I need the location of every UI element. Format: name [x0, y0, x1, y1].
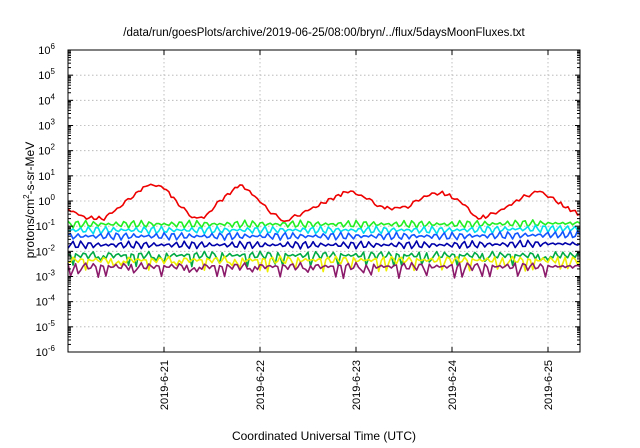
y-tick-base: 10 — [36, 297, 48, 309]
series-line-1 — [67, 183, 581, 223]
x-tick-label: 2019-6-22 — [255, 360, 267, 410]
y-axis: 10-610-510-410-310-210-11001011021031041… — [36, 42, 580, 359]
y-tick-base: 10 — [36, 322, 48, 334]
x-tick-label: 2019-6-23 — [351, 360, 363, 410]
series-group — [67, 183, 581, 280]
y-tick-base: 10 — [36, 246, 48, 258]
y-tick-label: 10-4 — [36, 294, 56, 309]
y-axis-title: protons/cm2-s-sr-MeV — [22, 142, 37, 258]
y-tick-label: 106 — [38, 42, 55, 57]
y-tick-exponent: -3 — [48, 269, 56, 278]
y-axis-title-sup: 2 — [22, 194, 31, 199]
y-tick-exponent: 1 — [51, 168, 56, 177]
y-tick-exponent: 3 — [51, 118, 56, 127]
y-tick-exponent: 4 — [51, 92, 56, 101]
y-tick-label: 10-1 — [36, 218, 56, 233]
y-tick-base: 10 — [38, 95, 50, 107]
y-tick-exponent: 2 — [51, 143, 56, 152]
series-line-4 — [67, 230, 581, 241]
y-tick-label: 10-6 — [36, 344, 56, 359]
y-tick-exponent: 5 — [51, 67, 56, 76]
x-axis-title: Coordinated Universal Time (UTC) — [232, 429, 416, 443]
y-tick-label: 10-5 — [36, 319, 56, 334]
y-axis-title-main: protons/cm — [23, 199, 37, 258]
y-tick-base: 10 — [36, 347, 48, 359]
y-tick-exponent: 0 — [51, 193, 56, 202]
y-tick-exponent: -4 — [48, 294, 56, 303]
y-tick-base: 10 — [38, 70, 50, 82]
y-tick-label: 102 — [38, 143, 55, 158]
series-line-8 — [67, 261, 581, 280]
x-tick-label: 2019-6-24 — [447, 360, 459, 410]
series-line-5 — [67, 239, 581, 250]
y-tick-exponent: -2 — [48, 243, 56, 252]
y-tick-exponent: 6 — [51, 42, 56, 51]
y-tick-base: 10 — [38, 196, 50, 208]
y-tick-base: 10 — [38, 146, 50, 158]
y-tick-exponent: -5 — [48, 319, 56, 328]
chart-title: /data/run/goesPlots/archive/2019-06-25/0… — [123, 27, 525, 39]
y-tick-exponent: -6 — [48, 344, 56, 353]
y-tick-base: 10 — [38, 45, 50, 57]
y-tick-label: 103 — [38, 118, 55, 133]
y-tick-label: 10-2 — [36, 243, 56, 258]
x-tick-label: 2019-6-21 — [159, 360, 171, 410]
y-tick-label: 101 — [38, 168, 55, 183]
series-line-2 — [67, 219, 581, 229]
x-axis: 2019-6-21 2019-6-22 2019-6-23 2019-6-24 2019… — [159, 50, 555, 410]
y-tick-label: 104 — [38, 92, 55, 107]
series-line-3 — [67, 224, 581, 235]
y-tick-base: 10 — [38, 121, 50, 133]
y-tick-base: 10 — [36, 221, 48, 233]
y-tick-exponent: -1 — [48, 218, 56, 227]
x-tick-label: 2019-6-25 — [543, 360, 555, 410]
y-axis-title-rest: -s-sr-MeV — [23, 142, 37, 195]
y-tick-label: 100 — [38, 193, 55, 208]
y-tick-base: 10 — [36, 272, 48, 284]
y-tick-label: 10-3 — [36, 269, 56, 284]
y-tick-label: 105 — [38, 67, 55, 82]
grid — [68, 50, 580, 352]
y-tick-base: 10 — [38, 171, 50, 183]
